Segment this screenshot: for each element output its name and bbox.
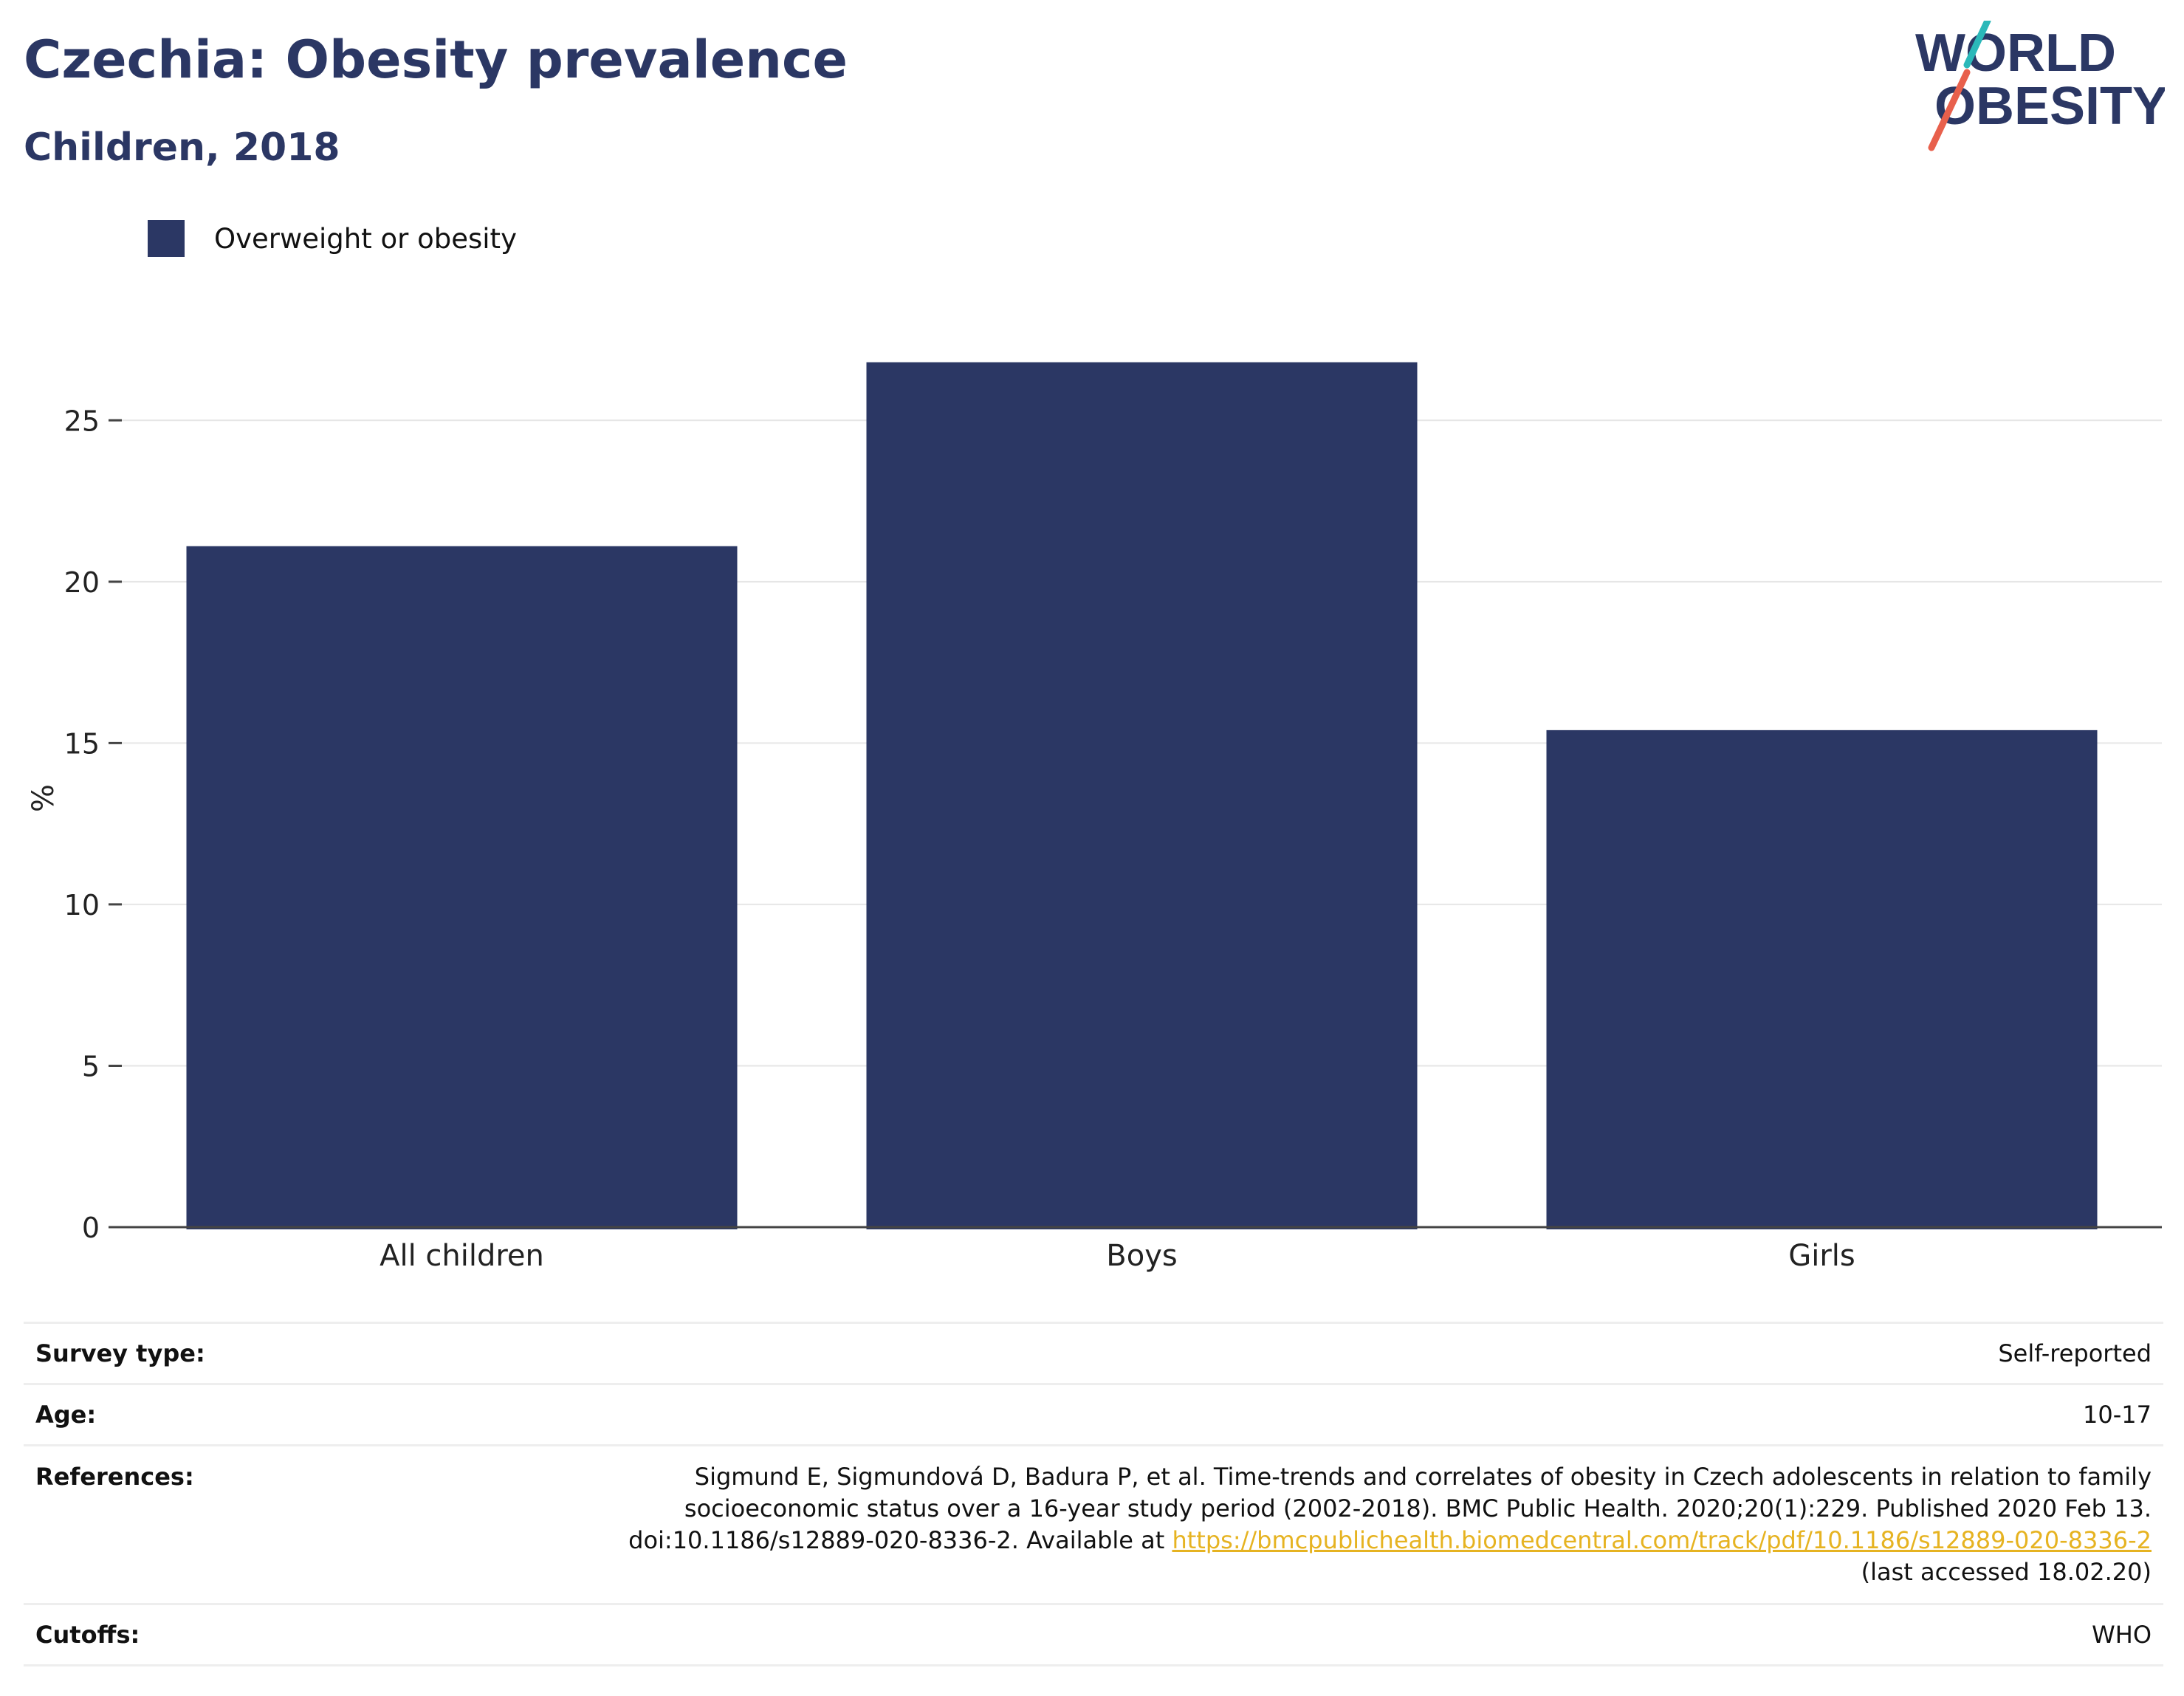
references-line-2: socioeconomic status over a 16-year stud… bbox=[684, 1494, 2152, 1522]
y-tick-label: 20 bbox=[64, 566, 100, 599]
references-value: Sigmund E, Sigmundová D, Badura P, et al… bbox=[628, 1461, 2152, 1588]
y-tick-label: 5 bbox=[82, 1050, 100, 1082]
chart-subtitle: Children, 2018 bbox=[24, 126, 340, 170]
logo-slash-teal bbox=[1963, 21, 1991, 69]
age-row: Age: 10-17 bbox=[24, 1383, 2163, 1444]
legend-label: Overweight or obesity bbox=[214, 222, 517, 255]
x-tick-label: Boys bbox=[1106, 1239, 1177, 1273]
references-link[interactable]: https://bmcpublichealth.biomedcentral.co… bbox=[1172, 1526, 2152, 1554]
y-tick-label: 15 bbox=[64, 727, 100, 760]
y-tick-label: 0 bbox=[82, 1212, 100, 1244]
y-tick-label: 25 bbox=[64, 405, 100, 437]
references-label: References: bbox=[35, 1463, 194, 1491]
cutoffs-row: Cutoffs: WHO bbox=[24, 1603, 2163, 1666]
info-table: Survey type: Self-reported Age: 10-17 Re… bbox=[24, 1322, 2163, 1666]
world-obesity-logo: WORLD OBESITY bbox=[1915, 21, 2165, 151]
bar-chart: 0 5 10 15 20 25 All children Boys Girls% bbox=[27, 362, 2162, 1273]
survey-type-row: Survey type: Self-reported bbox=[24, 1322, 2163, 1383]
references-line-1: Sigmund E, Sigmundová D, Badura P, et al… bbox=[694, 1463, 2152, 1491]
cutoffs-label: Cutoffs: bbox=[35, 1621, 140, 1649]
logo-word-obesity: OBESITY bbox=[1934, 77, 2165, 136]
cutoffs-value: WHO bbox=[2092, 1621, 2152, 1649]
references-line-3: doi:10.1186/s12889-020-8336-2. Available… bbox=[628, 1526, 1172, 1554]
chart-title: Czechia: Obesity prevalence bbox=[24, 30, 848, 90]
y-axis-label: % bbox=[27, 784, 61, 812]
survey-type-label: Survey type: bbox=[35, 1339, 205, 1367]
age-value: 10-17 bbox=[2083, 1401, 2152, 1429]
survey-type-value: Self-reported bbox=[1998, 1339, 2152, 1367]
x-tick-label: Girls bbox=[1788, 1239, 1855, 1273]
bar bbox=[866, 362, 1418, 1229]
logo-slash-red bbox=[1928, 69, 1971, 151]
y-tick-label: 10 bbox=[64, 889, 100, 921]
age-label: Age: bbox=[35, 1401, 97, 1429]
legend-swatch bbox=[148, 220, 185, 257]
bar bbox=[1546, 729, 2098, 1229]
references-line-4: (last accessed 18.02.20) bbox=[1861, 1558, 2152, 1586]
chart-legend: Overweight or obesity bbox=[148, 220, 517, 257]
x-tick-label: All children bbox=[380, 1239, 544, 1273]
bar bbox=[186, 546, 738, 1229]
references-row: References: Sigmund E, Sigmundová D, Bad… bbox=[24, 1444, 2163, 1603]
logo-word-world: WORLD bbox=[1915, 24, 2116, 83]
